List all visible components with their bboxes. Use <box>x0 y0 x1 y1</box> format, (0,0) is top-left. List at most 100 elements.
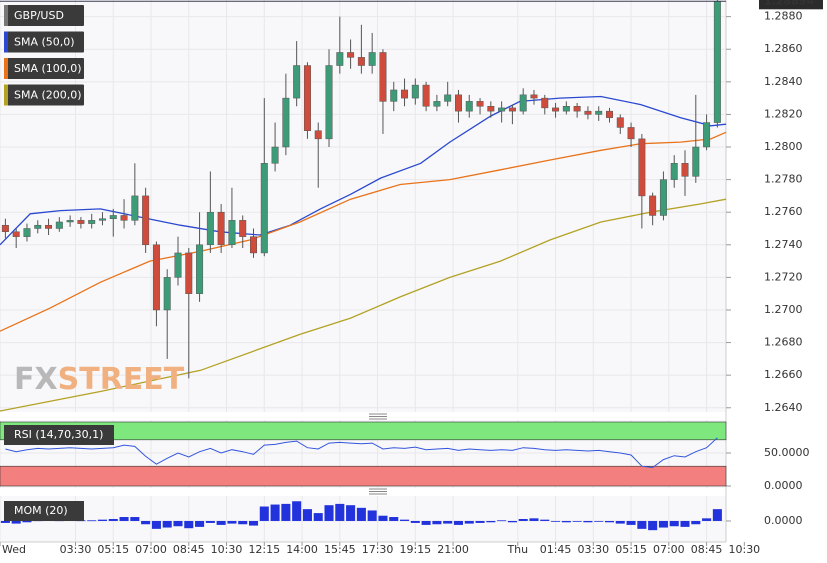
candle-body <box>1 224 9 233</box>
mom-bar <box>259 506 269 521</box>
candle-body <box>314 130 322 140</box>
candle-body <box>681 163 689 177</box>
candle-body <box>411 84 419 99</box>
mom-bar <box>11 520 21 524</box>
candle-body <box>541 97 549 109</box>
mom-bar <box>615 520 625 524</box>
oversold-zone <box>0 465 727 487</box>
x-tick-label: 01:45 <box>540 543 572 556</box>
x-tick-label: 19:15 <box>399 543 431 556</box>
panel-handle <box>369 413 387 495</box>
candle-body <box>163 277 171 311</box>
y-tick-label: 1.2820 <box>764 107 803 120</box>
y-tick-label: 1.2880 <box>764 10 803 23</box>
mom-bar <box>173 520 183 527</box>
candle-body <box>66 220 74 223</box>
candle-body <box>142 195 150 246</box>
mom-bar <box>227 520 237 524</box>
candle-body <box>519 94 527 112</box>
x-tick-label: 07:00 <box>135 543 167 556</box>
y-tick-label: 0.0000 <box>764 479 803 492</box>
sma-line <box>0 131 727 332</box>
candle-body <box>152 244 160 311</box>
mom-bar <box>119 517 129 521</box>
candle-body <box>638 138 646 197</box>
candle-body <box>444 94 452 102</box>
mom-bar <box>486 520 496 523</box>
x-tick-label: 15:45 <box>324 543 356 556</box>
candle-body <box>465 101 473 112</box>
mom-bar <box>594 520 604 522</box>
mom-bar <box>108 519 118 521</box>
legend-box <box>4 84 84 106</box>
mom-bar <box>389 517 399 521</box>
mom-bar <box>335 503 345 521</box>
mom-bar <box>561 520 571 523</box>
candle-body <box>347 52 355 58</box>
rsi-line <box>5 437 718 469</box>
candle-body <box>120 215 128 221</box>
mom-bar <box>195 520 205 527</box>
candle-body <box>109 215 117 219</box>
candle-body <box>77 220 85 224</box>
candle-body <box>692 146 700 177</box>
x-tick-label: 05:15 <box>615 543 647 556</box>
mom-bar <box>87 520 97 522</box>
candle-body <box>55 221 63 229</box>
mom-bar <box>626 520 636 525</box>
candle-body <box>713 1 721 123</box>
candle-body <box>282 97 290 148</box>
candle-body <box>45 224 53 229</box>
mom-bar <box>540 519 550 521</box>
legend-label: RSI (14,70,30,1) <box>14 428 103 441</box>
mom-bar <box>378 515 388 521</box>
candle-body <box>174 252 182 278</box>
candle-body <box>670 163 678 180</box>
candle-body <box>217 211 225 246</box>
y-tick-label: 1.2800 <box>764 140 803 153</box>
mom-bar <box>637 520 647 529</box>
candle-body <box>595 110 603 115</box>
x-tick-label: 03:30 <box>60 543 92 556</box>
y-tick-label: 1.2840 <box>764 75 803 88</box>
mom-bar <box>22 520 32 523</box>
y-tick-label: 1.2720 <box>764 270 803 283</box>
mom-bar <box>324 505 334 521</box>
candle-body <box>88 220 96 224</box>
y-tick-label: 1.2760 <box>764 205 803 218</box>
mom-bar <box>205 520 215 523</box>
price-panel <box>0 0 726 412</box>
watermark: FXSTREET <box>14 362 185 397</box>
legend-label: GBP/USD <box>14 9 64 22</box>
mom-bar <box>432 520 442 525</box>
candle-body <box>357 57 365 66</box>
candle-body <box>401 89 409 99</box>
y-tick-label: 1.2780 <box>764 173 803 186</box>
last-price-label: 1.28894 <box>764 0 814 7</box>
candle-body <box>34 224 42 229</box>
candle-body <box>476 101 484 107</box>
x-tick-label: 17:30 <box>362 543 394 556</box>
mom-bar <box>604 520 615 523</box>
mom-bar <box>669 520 679 527</box>
mom-bar <box>464 520 474 524</box>
x-tick-label: 05:15 <box>97 543 129 556</box>
legend-box <box>4 31 84 53</box>
mom-bar <box>97 519 108 521</box>
mom-bar <box>518 519 528 521</box>
x-tick-label: 10:30 <box>211 543 243 556</box>
legend-label: SMA (100,0) <box>14 62 82 75</box>
mom-bar <box>658 520 668 528</box>
candle-body <box>293 65 301 99</box>
mom-bar <box>130 517 140 521</box>
candle-body <box>379 52 387 102</box>
candle-body <box>325 65 333 140</box>
mom-bar <box>400 519 410 521</box>
mom-bar <box>162 520 172 528</box>
mom-bar <box>691 520 701 525</box>
legend-swatch <box>4 5 8 26</box>
legend-swatch <box>4 31 8 53</box>
candle-body <box>649 195 657 216</box>
candle-body <box>228 220 236 246</box>
